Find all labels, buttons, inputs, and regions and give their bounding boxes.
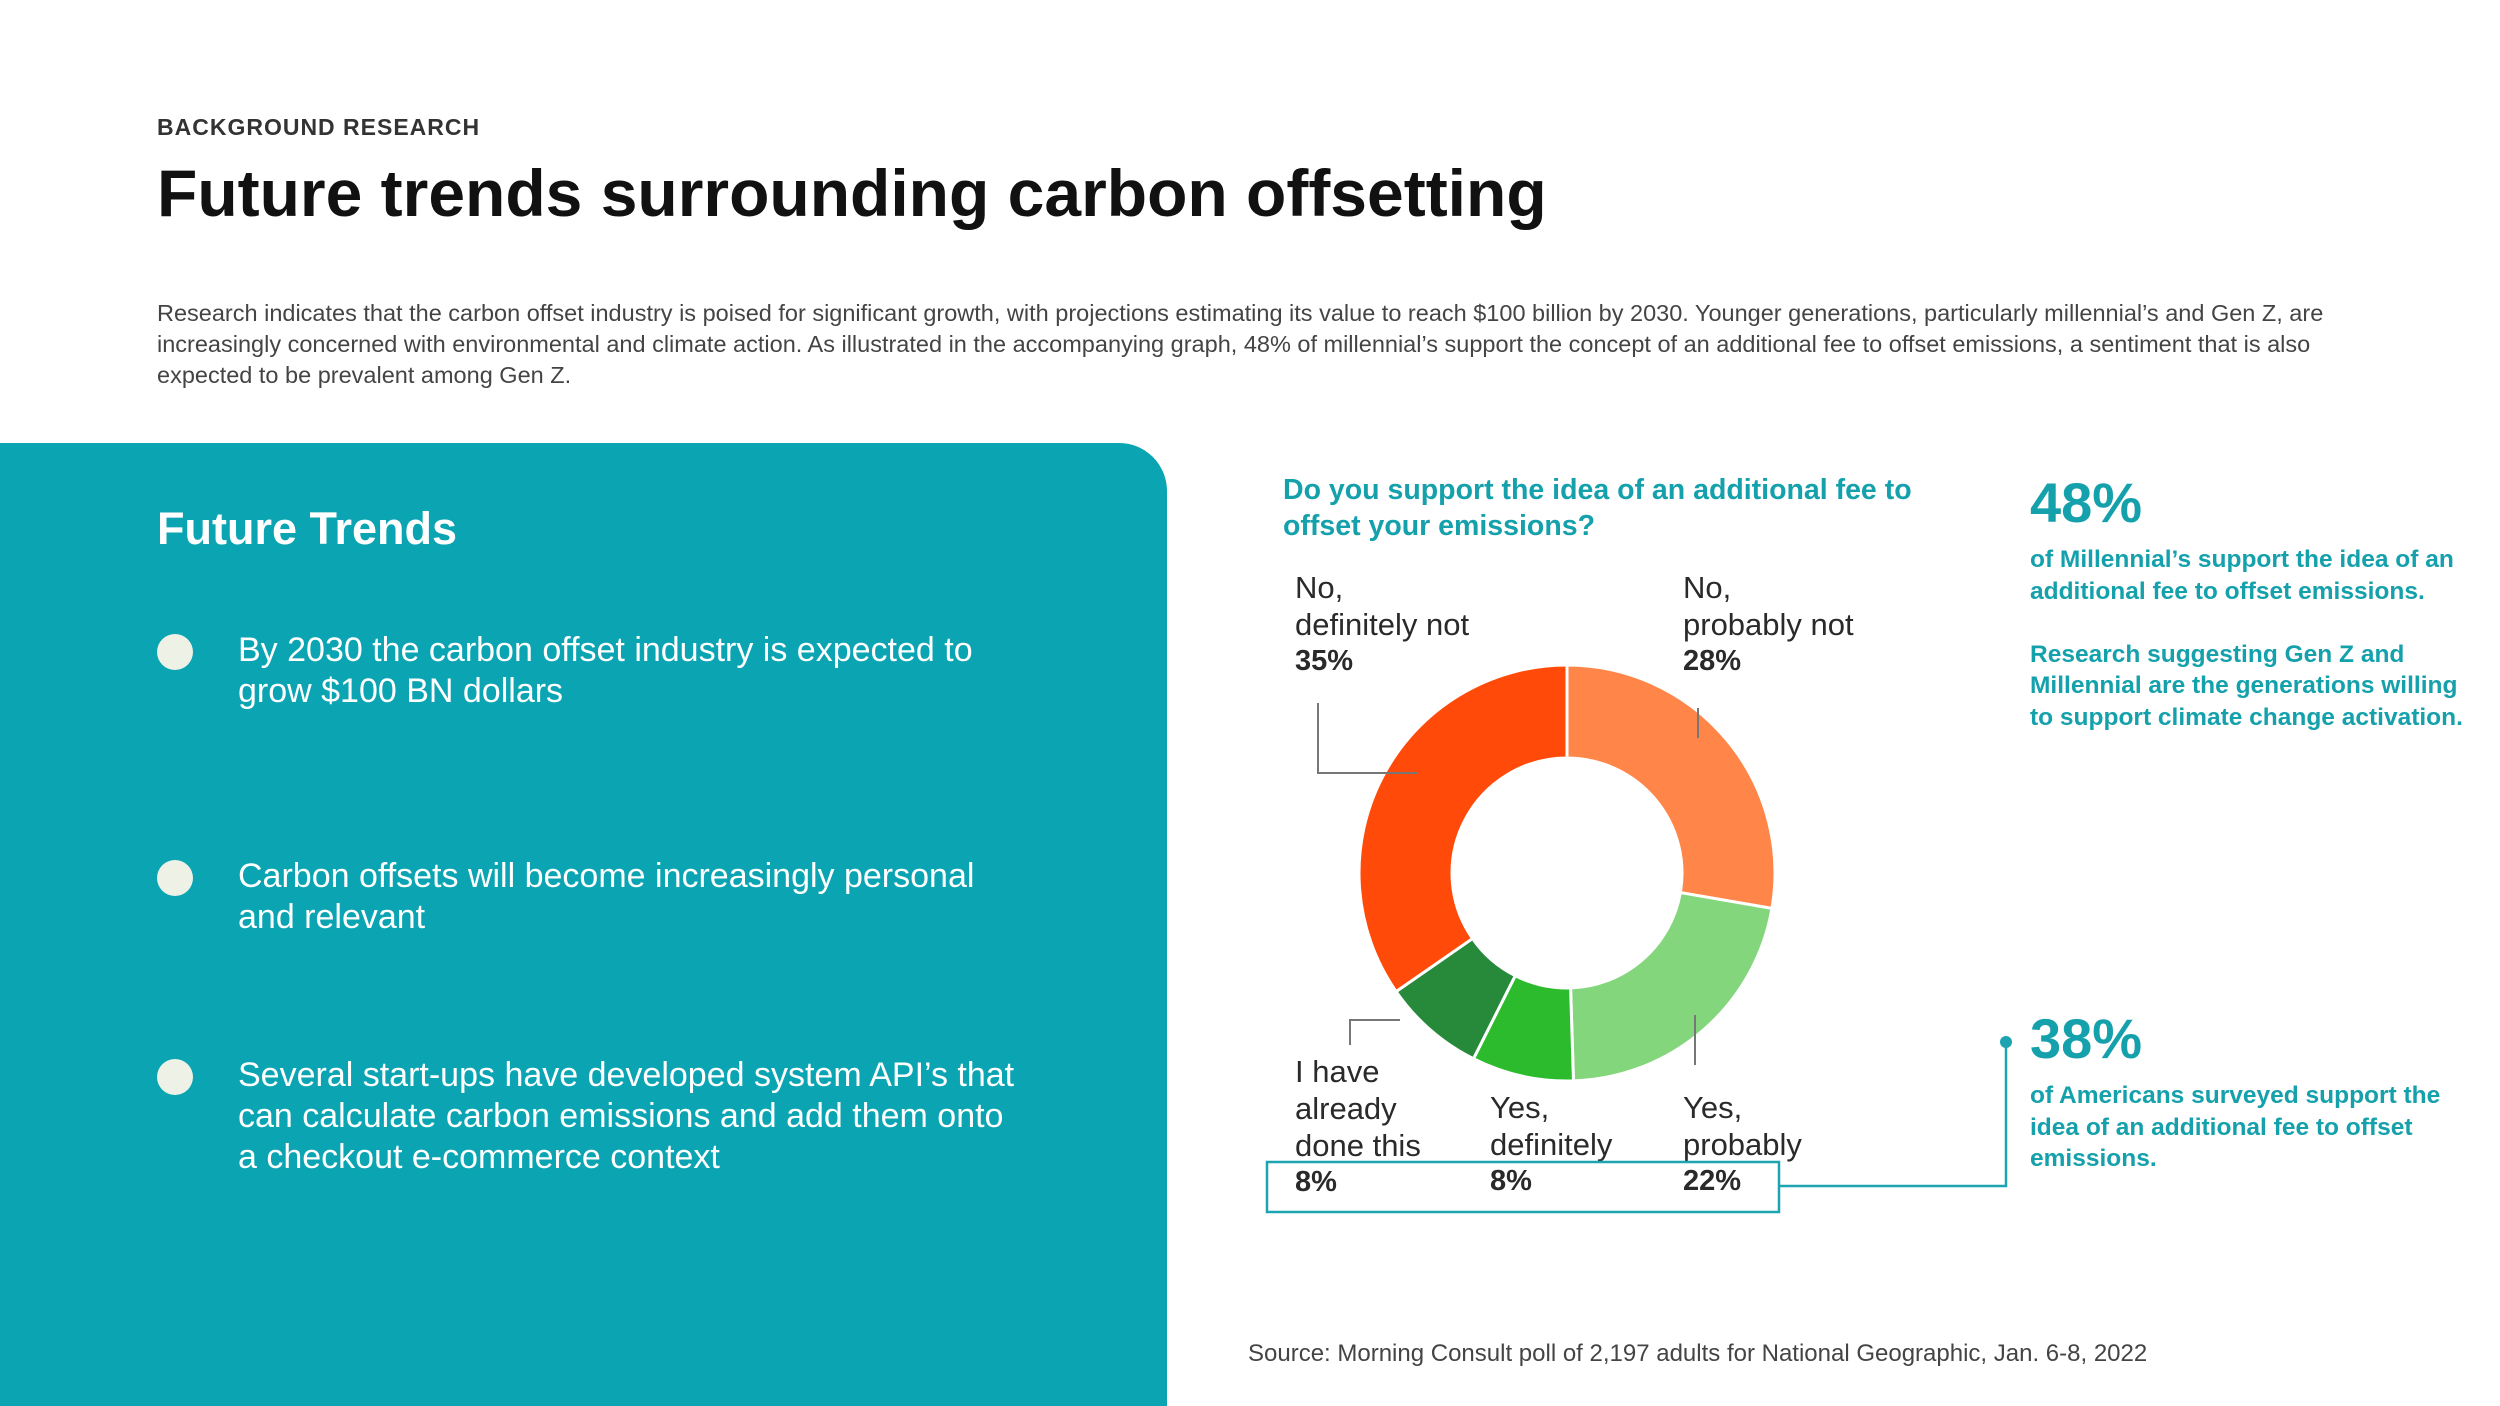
- trend-item-text: Several start-ups have developed system …: [238, 1056, 1015, 1176]
- slice-percent-4: 35%: [1295, 645, 1353, 677]
- donut-slice-0: [1565, 663, 1777, 911]
- eyebrow-label: BACKGROUND RESEARCH: [157, 114, 481, 140]
- trend-item: By 2030 the carbon offset industry is ex…: [157, 630, 1017, 712]
- stat-text-americans: of Americans surveyed support the idea o…: [2030, 1082, 2441, 1172]
- connector-line: [1779, 1042, 2008, 1188]
- stat-percent-americans: 38%: [2030, 1007, 2143, 1070]
- trend-item: Several start-ups have developed system …: [157, 1055, 1017, 1178]
- stat-text-millennials: of Millennial’s support the idea of an a…: [2030, 546, 2463, 731]
- intro-paragraph: Research indicates that the carbon offse…: [157, 300, 2324, 388]
- slice-percent-2: 8%: [1490, 1165, 1532, 1197]
- slice-label-0: No, probably not: [1683, 570, 1854, 642]
- trend-item-text: By 2030 the carbon offset industry is ex…: [238, 631, 973, 710]
- slice-percent-1: 22%: [1683, 1165, 1741, 1197]
- future-trends-panel: [0, 443, 1167, 1406]
- donut-slice-1: [1569, 890, 1774, 1083]
- slice-percent-3: 8%: [1295, 1166, 1337, 1198]
- future-trends-heading: Future Trends: [157, 503, 458, 554]
- trend-item: Carbon offsets will become increasingly …: [157, 856, 1017, 938]
- leader-line-0: [1317, 703, 1418, 774]
- slice-label-1: Yes, probably: [1683, 1090, 1802, 1162]
- stat-percent-millennials: 48%: [2030, 471, 2143, 534]
- source-note: Source: Morning Consult poll of 2,197 ad…: [1248, 1340, 2148, 1367]
- trend-item-text: Carbon offsets will become increasingly …: [238, 857, 975, 936]
- slice-label-2: Yes, definitely: [1490, 1090, 1613, 1162]
- slice-label-3: I have already done this: [1295, 1054, 1421, 1163]
- slice-percent-0: 28%: [1683, 645, 1741, 677]
- donut-slice-4: [1357, 663, 1569, 994]
- bullet-dot-icon: [157, 634, 193, 670]
- connector-dot: [2000, 1036, 2012, 1048]
- chart-title: Do you support the idea of an additional…: [1283, 474, 1912, 542]
- bullet-dot-icon: [157, 1059, 193, 1095]
- slice-label-4: No, definitely not: [1295, 570, 1469, 642]
- page-title: Future trends surrounding carbon offsett…: [157, 156, 1547, 230]
- bullet-dot-icon: [157, 860, 193, 896]
- leader-line-2: [1349, 1019, 1400, 1045]
